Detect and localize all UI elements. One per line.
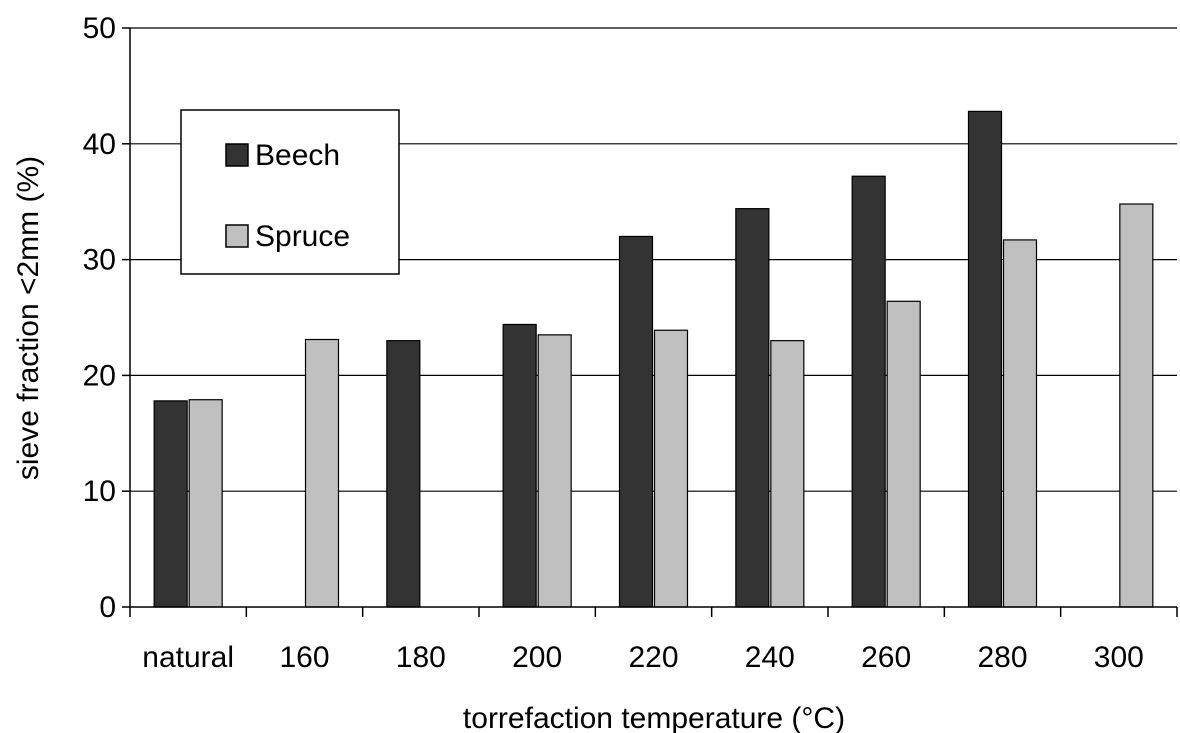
bar-beech (735, 208, 770, 608)
bar-beech (502, 323, 537, 608)
bar-beech (851, 175, 886, 608)
y-tick-label: 0 (99, 591, 116, 624)
axes (129, 28, 1177, 608)
legend-swatch-beech (225, 143, 249, 167)
x-tick-label: 180 (396, 641, 446, 674)
y-tick-label: 10 (83, 475, 116, 508)
bars (153, 110, 1154, 608)
y-tick-label: 50 (83, 12, 116, 45)
x-tick-label: 260 (861, 641, 911, 674)
bar-spruce (886, 300, 921, 608)
x-tick-label: 220 (628, 641, 678, 674)
bar-spruce (304, 338, 340, 608)
x-axis-title: torrefaction temperature (°C) (463, 702, 845, 733)
legend-label-spruce: Spruce (255, 220, 350, 253)
y-tick-label: 20 (83, 359, 116, 392)
legend-swatch-spruce (225, 224, 249, 248)
bar-spruce (1002, 239, 1038, 608)
x-tick-label: 300 (1094, 641, 1144, 674)
y-tick-label: 40 (83, 128, 116, 161)
x-tick-label: 280 (977, 641, 1027, 674)
bar-beech (386, 340, 421, 608)
x-tick-label: 240 (745, 641, 795, 674)
x-tick-label: 160 (279, 641, 329, 674)
x-axis-ticks: natural 160 180 200 220 240 260 280 300 (129, 607, 1178, 674)
bar-spruce (188, 399, 223, 608)
legend-box (180, 109, 400, 275)
legend: Beech Spruce (180, 109, 400, 275)
bar-spruce (653, 329, 689, 608)
y-axis-title: sieve fraction <2mm (%) (12, 156, 45, 480)
y-axis-ticks: 0 10 20 30 40 50 (83, 12, 130, 624)
x-tick-label: natural (142, 641, 234, 674)
bar-beech (153, 400, 188, 608)
bar-beech (618, 235, 654, 608)
x-tick-label: 200 (512, 641, 562, 674)
y-tick-label: 30 (83, 244, 116, 277)
bar-spruce (1119, 203, 1154, 608)
legend-label-beech: Beech (255, 139, 340, 172)
bar-spruce (537, 334, 572, 608)
bar-spruce (770, 340, 805, 608)
bar-beech (967, 110, 1003, 608)
